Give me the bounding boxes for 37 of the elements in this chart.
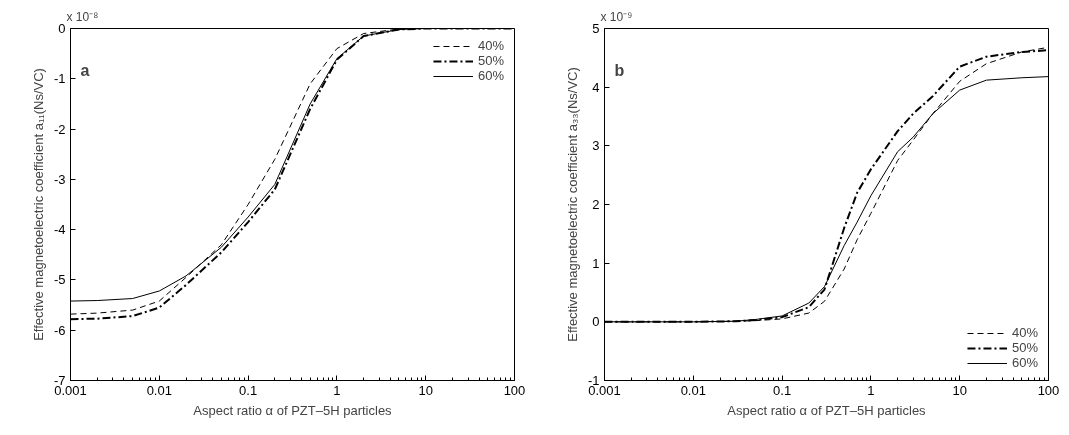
x-tick-label: 1: [867, 382, 875, 398]
y-tick-label: 0: [592, 314, 600, 330]
y-tick-label: -3: [53, 171, 66, 187]
annotation: b: [614, 61, 625, 79]
y-tick-label: 1: [592, 255, 600, 271]
y-tick-label: 3: [592, 138, 600, 154]
y-tick-label: -2: [53, 121, 66, 137]
legend-label: 50%: [477, 53, 504, 68]
legend-label: 60%: [477, 68, 504, 83]
y-tick-label: -1: [53, 71, 66, 87]
x-tick-label: 100: [1037, 382, 1060, 398]
legend-label: 40%: [477, 38, 504, 53]
y-tick-label: 0: [58, 21, 66, 36]
x-tick-label: 100: [503, 382, 526, 398]
y-tick-label: 4: [592, 79, 600, 95]
x-tick-label: 0.1: [239, 382, 258, 398]
text: x 10⁻⁹: [600, 9, 633, 24]
legend-label: 40%: [1011, 325, 1038, 340]
x-tick-label: 0.1: [773, 382, 792, 398]
y-axis-title: Effective magnetoelectric coefficient a₃₃(Ns/VC): [564, 67, 580, 342]
annotation: a: [80, 61, 90, 79]
x-axis-title: Aspect ratio α of PZT–5H particles: [193, 402, 393, 418]
x-tick-label: 0.01: [146, 382, 172, 398]
text: x 10⁻⁸: [66, 9, 99, 24]
x-tick-label: 10: [952, 382, 967, 398]
y-tick-label: -4: [53, 222, 66, 238]
x-tick-label: 0.01: [680, 382, 706, 398]
y-tick-label: -6: [53, 322, 66, 338]
legend-label: 50%: [1011, 340, 1038, 355]
y-axis-title: Effective magnetoelectric coefficient a₁₁(Ns/VC): [30, 68, 46, 341]
y-tick-label: -5: [53, 272, 66, 288]
x-tick-label: 1: [333, 382, 341, 398]
x-tick-label: 10: [418, 382, 433, 398]
x-axis-title: Aspect ratio α of PZT–5H particles: [727, 402, 927, 418]
y-tick-label: 2: [592, 197, 600, 212]
y-tick-label: 5: [592, 21, 600, 36]
legend-label: 60%: [1011, 355, 1038, 370]
